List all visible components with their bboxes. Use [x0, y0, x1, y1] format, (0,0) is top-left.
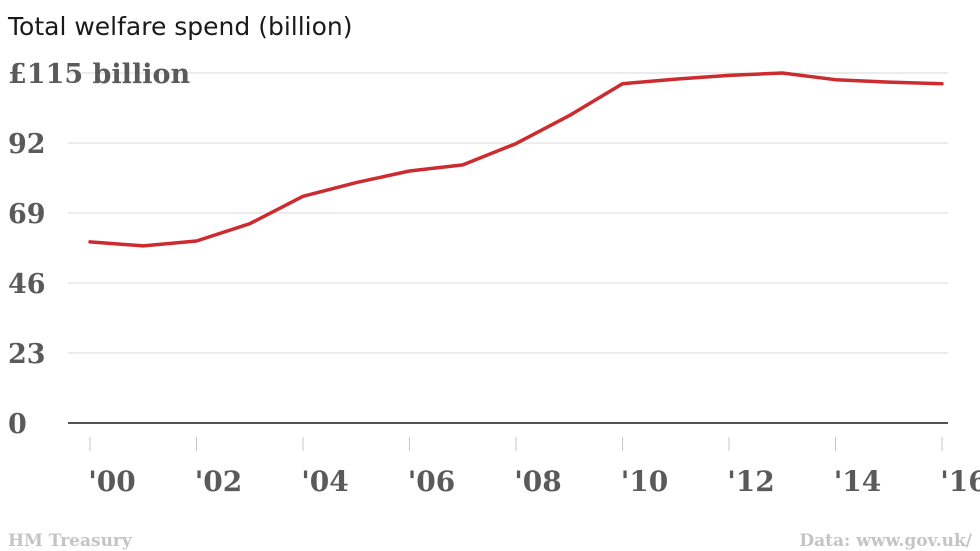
x-tick-label: '08: [514, 465, 562, 498]
y-axis-ticks: 0 23 46 69 92 £115 billion: [8, 59, 190, 440]
y-tick-label: 92: [8, 129, 46, 160]
source-right: Data: www.gov.uk/: [799, 531, 972, 551]
x-tick-label: '10: [621, 465, 669, 498]
y-tick-label: 46: [8, 269, 46, 300]
source-left: HM Treasury: [8, 531, 133, 551]
y-tick-label: 0: [8, 409, 27, 440]
x-tick-label: '06: [408, 465, 456, 498]
y-tick-label: £115 billion: [8, 59, 190, 90]
x-tick-label: '12: [727, 465, 775, 498]
x-tick-label: '02: [195, 465, 243, 498]
chart-title: Total welfare spend (billion): [7, 12, 353, 41]
y-tick-label: 69: [8, 199, 46, 230]
x-axis-ticks: '00 '02 '04 '06 '08 '10 '12 '14 '16: [88, 437, 980, 498]
gridlines: [68, 72, 948, 424]
x-tick-label: '16: [940, 465, 980, 498]
x-tick-label: '04: [301, 465, 349, 498]
x-tick-label: '14: [834, 465, 882, 498]
y-tick-label: 23: [8, 339, 46, 370]
series-layer: [88, 71, 944, 248]
x-tick-label: '00: [88, 465, 136, 498]
series-line: [88, 71, 944, 248]
